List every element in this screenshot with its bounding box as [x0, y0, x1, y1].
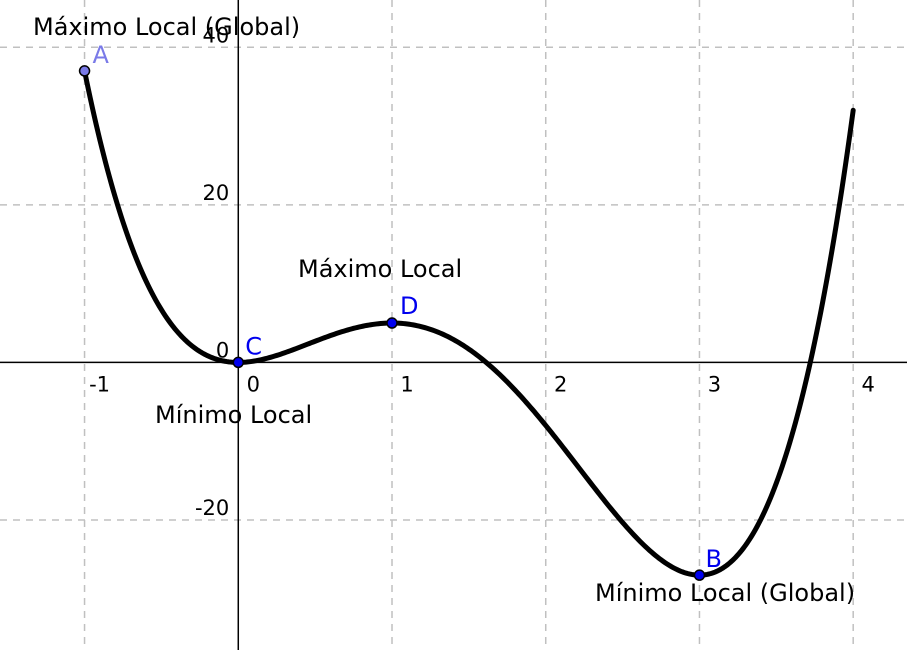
point-a — [78, 65, 91, 77]
x-tick-label: 4 — [862, 372, 875, 396]
point-label-b: B — [705, 545, 721, 573]
function-curve — [82, 68, 856, 578]
annotation-max-global: Máximo Local (Global) — [33, 13, 300, 41]
tick-labels: -1 0 1 2 3 4 40 20 0 -20 — [89, 23, 875, 520]
y-tick-label: 20 — [203, 181, 230, 205]
annotation-min-local: Mínimo Local — [155, 401, 312, 429]
x-tick-label: 3 — [708, 372, 721, 396]
y-tick-label: -20 — [195, 496, 229, 520]
critical-points: A C D B — [78, 41, 722, 581]
point-label-c: C — [245, 332, 262, 360]
x-tick-label: 1 — [400, 372, 413, 396]
point-c — [232, 356, 245, 369]
annotations: Máximo Local (Global) Máximo Local Mínim… — [33, 13, 855, 607]
annotation-min-global: Mínimo Local (Global) — [595, 579, 855, 607]
x-tick-label: 0 — [247, 372, 260, 396]
y-tick-label: 0 — [216, 338, 229, 362]
point-b — [693, 569, 706, 581]
x-tick-label: 2 — [554, 372, 567, 396]
annotation-max-local: Máximo Local — [298, 255, 462, 283]
point-label-a: A — [93, 41, 110, 69]
y-tick-label: 40 — [203, 23, 230, 47]
point-d — [386, 317, 398, 329]
point-label-d: D — [400, 292, 418, 320]
x-tick-label: -1 — [89, 372, 110, 396]
